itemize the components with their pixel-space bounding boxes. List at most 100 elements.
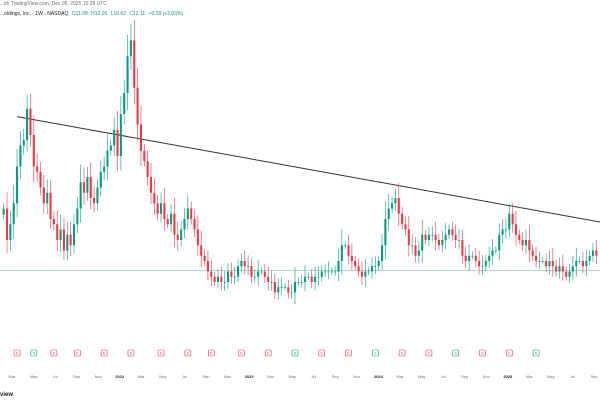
candle-body [317, 276, 320, 278]
candle-body [407, 229, 410, 246]
candle-body [89, 177, 92, 198]
candle-body [581, 261, 584, 267]
candle-body [62, 229, 65, 251]
candle-body [69, 234, 72, 246]
candle-body [367, 271, 370, 273]
candle-body [344, 245, 347, 247]
x-tick-label: May [159, 374, 167, 379]
candle-body [434, 234, 437, 240]
event-marker-label: S [33, 351, 36, 355]
candle-body [243, 261, 246, 267]
candle-body [578, 261, 581, 262]
candle-body [49, 192, 52, 219]
candle-body [59, 229, 62, 240]
event-marker-label: S [374, 351, 377, 355]
candle-body [293, 282, 297, 293]
candle-body [93, 198, 96, 204]
candle-body [340, 245, 343, 261]
candle-body [374, 266, 377, 268]
candle-body [223, 282, 226, 283]
candle-body [32, 135, 35, 167]
candle-body [461, 240, 464, 256]
candle-body [16, 166, 19, 204]
candle-body [270, 282, 273, 283]
x-tick-label: Sep [202, 374, 210, 379]
candle-body [548, 261, 551, 267]
candle-body [334, 271, 337, 273]
event-marker-label: E [76, 351, 79, 355]
candle-body [330, 271, 333, 273]
candle-body [394, 198, 397, 204]
x-tick-label: Sep [332, 374, 340, 379]
candles-layer [2, 19, 598, 305]
candle-body [484, 261, 487, 267]
event-marker [291, 349, 299, 357]
candle-body [561, 266, 564, 272]
candle-body [200, 245, 203, 256]
event-marker [452, 349, 459, 357]
event-marker-label: E [103, 351, 106, 355]
x-tick-label: Jul [441, 374, 446, 379]
candle-body [458, 240, 461, 241]
candle-body [12, 203, 15, 225]
candle-body [136, 87, 139, 125]
candle-body [173, 213, 176, 235]
candle-body [170, 213, 173, 225]
candle-body [233, 276, 236, 278]
candle-body [350, 255, 353, 261]
event-marker [127, 349, 135, 357]
candle-body [193, 219, 196, 230]
candle-body [481, 266, 484, 268]
open-value: O11.08 [71, 11, 88, 17]
candle-body [370, 266, 374, 272]
candle-body [571, 266, 574, 272]
candle-body [521, 240, 524, 246]
symbol-name: ...oldings, Inc. · 1W · NASDAQ [0, 11, 69, 17]
candle-body [273, 282, 276, 293]
candle-body [437, 240, 440, 246]
x-tick-label: May [418, 374, 426, 379]
caption-text: ...ith TradingView.com, Dec 05, 2025 15:… [0, 1, 107, 7]
candle-body [401, 213, 404, 225]
candle-body [488, 255, 491, 261]
candle-body [591, 250, 595, 256]
candle-body [504, 229, 507, 231]
candle-body [498, 234, 501, 251]
candle-body [397, 198, 400, 214]
candle-body [180, 229, 183, 240]
candle-body [139, 124, 142, 151]
candle-body [314, 276, 317, 282]
x-tick-label: 2022 [115, 374, 125, 379]
event-marker-label: E [508, 351, 511, 355]
candle-body [9, 224, 12, 240]
event-marker-label: E [187, 351, 190, 355]
candle-body [203, 255, 206, 261]
candle-body [153, 192, 156, 204]
event-marker-label: E [160, 351, 163, 355]
candle-body [307, 276, 310, 278]
candle-body [79, 182, 82, 209]
candle-body [46, 192, 49, 204]
candle-body [283, 287, 286, 289]
candle-body [411, 245, 414, 247]
candle-body [454, 234, 457, 240]
event-marker [345, 349, 352, 357]
x-tick-label: Mar [9, 374, 17, 379]
candle-body [528, 240, 531, 251]
candle-body [2, 208, 5, 215]
candle-body [471, 255, 474, 257]
event-marker [100, 349, 108, 357]
candle-body [253, 276, 256, 278]
event-marker [30, 349, 38, 357]
event-marker-label: E [401, 351, 404, 355]
candle-body [116, 129, 119, 156]
event-marker-label: E [210, 351, 213, 355]
event-marker-label: E [347, 351, 350, 355]
candle-body [109, 145, 112, 151]
candle-body [491, 250, 494, 256]
candle-body [263, 271, 266, 277]
candle-body [39, 171, 42, 188]
candle-body [36, 166, 39, 172]
